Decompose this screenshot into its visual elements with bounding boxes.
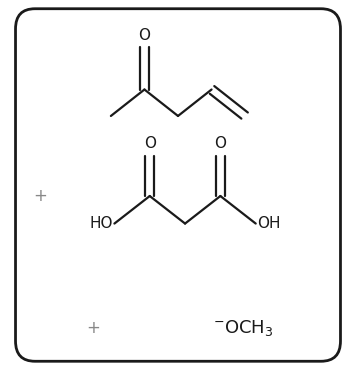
Text: O: O — [144, 136, 156, 151]
Text: +: + — [33, 187, 47, 205]
Text: +: + — [86, 319, 100, 337]
Text: O: O — [214, 136, 226, 151]
FancyBboxPatch shape — [16, 9, 340, 361]
Text: O: O — [138, 28, 151, 43]
Text: $\mathsf{{}^{-}OCH_3}$: $\mathsf{{}^{-}OCH_3}$ — [213, 318, 274, 338]
Text: HO: HO — [89, 216, 112, 231]
Text: OH: OH — [257, 216, 281, 231]
